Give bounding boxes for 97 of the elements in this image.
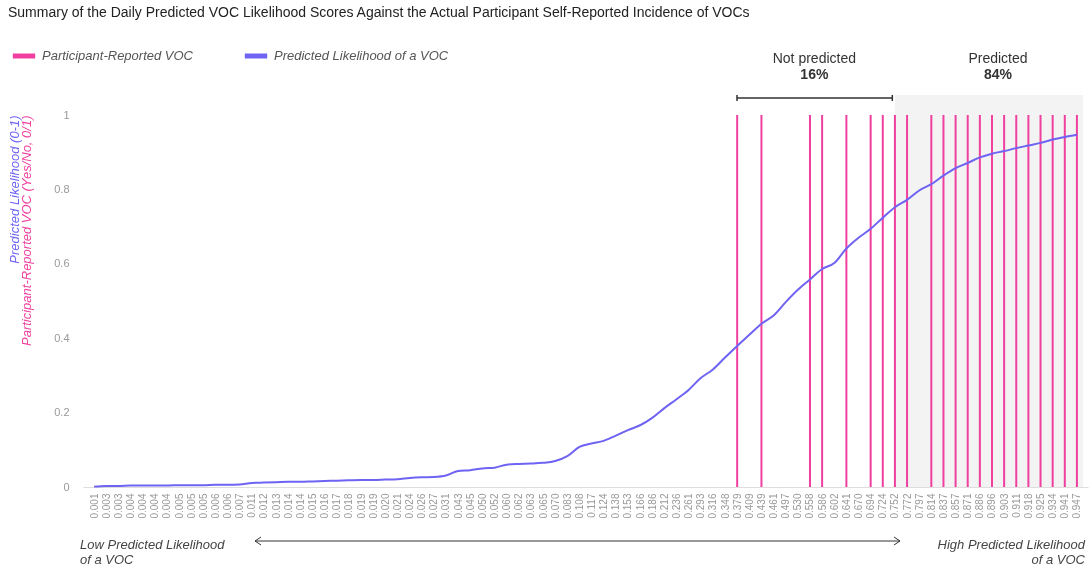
legend-label: Predicted Likelihood of a VOC (274, 48, 449, 63)
x-tick-label: 0.014 (282, 493, 294, 519)
y-tick-label: 0.8 (54, 182, 70, 195)
x-tick-label: 0.379 (731, 493, 743, 519)
x-tick-label: 0.772 (901, 493, 913, 519)
x-tick-label: 0.063 (525, 493, 537, 519)
x-tick-label: 0.138 (610, 493, 622, 519)
x-tick-label: 0.439 (755, 493, 767, 519)
x-tick-label: 0.166 (634, 493, 646, 519)
x-tick-label: 0.026 (416, 493, 428, 519)
x-tick-label: 0.005 (197, 493, 209, 519)
y-tick-label: 0.6 (54, 257, 70, 270)
x-tick-label: 0.065 (537, 493, 549, 519)
x-tick-label: 0.021 (391, 493, 403, 519)
x-tick-label: 0.857 (950, 493, 962, 519)
y-tick-label: 0.4 (54, 331, 70, 344)
x-tick-label: 0.497 (780, 493, 792, 519)
x-tick-label: 0.006 (209, 493, 221, 519)
x-tick-label: 0.014 (294, 493, 306, 519)
x-tick-label: 0.724 (877, 493, 889, 519)
x-tick-label: 0.896 (986, 493, 998, 519)
chart-title: Summary of the Daily Predicted VOC Likelihood Scores Against the Actual Participant Self-Reported Incidence of VOCs (8, 4, 750, 20)
x-tick-label: 0.108 (573, 493, 585, 519)
x-tick-label: 0.006 (222, 493, 234, 519)
x-tick-label: 0.017 (331, 493, 343, 519)
text: High Predicted Likelihood of a VOC (936, 537, 1085, 567)
x-tick-label: 0.004 (137, 493, 149, 519)
x-tick-label: 0.153 (622, 493, 634, 519)
line-series (93, 133, 1078, 488)
x-tick-label: 0.062 (513, 493, 525, 519)
x-tick-label: 0.013 (270, 493, 282, 519)
y-tick-label: 0 (63, 480, 70, 493)
x-tick-label: 0.027 (428, 493, 440, 519)
x-tick-label: 0.020 (379, 493, 391, 519)
x-tick-label: 0.124 (598, 493, 610, 519)
x-tick-label: 0.004 (124, 493, 136, 519)
x-tick-label: 0.004 (161, 493, 173, 519)
x-tick-label: 0.903 (998, 493, 1010, 519)
text: Low Predicted Likelihood of a VOC (80, 537, 226, 567)
x-tick-label: 0.641 (840, 493, 852, 519)
y-tick-label: 1 (63, 108, 70, 121)
x-tick-label: 0.070 (549, 493, 561, 519)
x-tick-label: 0.837 (937, 493, 949, 519)
x-tick-label: 0.316 (707, 493, 719, 519)
x-tick-label: 0.004 (149, 493, 161, 519)
legend-label: Participant-Reported VOC (42, 48, 194, 63)
x-tick-label: 0.947 (1071, 493, 1083, 519)
x-tick-label: 0.348 (719, 493, 731, 519)
x-tick-label: 0.019 (355, 493, 367, 519)
y-tick-label: 0.2 (54, 406, 70, 419)
x-tick-label: 0.797 (913, 493, 925, 519)
x-tick-label: 0.871 (962, 493, 974, 519)
y-axis-title: Predicted Likelihood (0-1) (6, 115, 22, 264)
x-tick-label: 0.602 (828, 493, 840, 519)
x-tick-label: 0.001 (88, 493, 100, 519)
x-tick-label: 0.052 (488, 493, 500, 519)
x-tick-label: 0.886 (974, 493, 986, 519)
x-tick-label: 0.670 (853, 493, 865, 519)
x-tick-label: 0.814 (925, 493, 937, 519)
x-tick-label: 0.018 (343, 493, 355, 519)
x-tick-label: 0.461 (768, 493, 780, 519)
x-tick-label: 0.934 (1047, 493, 1059, 519)
x-tick-label: 0.003 (112, 493, 124, 519)
text: 84% (983, 66, 1013, 82)
text: 16% (800, 66, 829, 82)
x-tick-label: 0.212 (658, 493, 670, 519)
x-tick-label: 0.031 (440, 493, 452, 519)
x-tick-label: 0.050 (476, 493, 488, 519)
x-tick-label: 0.016 (319, 493, 331, 519)
x-tick-label: 0.117 (586, 493, 598, 518)
x-tick-label: 0.083 (561, 493, 573, 519)
x-tick-label: 0.694 (865, 493, 877, 519)
x-tick-label: 0.012 (258, 493, 270, 519)
x-tick-label: 0.007 (234, 493, 246, 519)
x-tick-label: 0.045 (464, 493, 476, 519)
x-tick-label: 0.060 (501, 493, 513, 519)
x-tick-label: 0.558 (804, 493, 816, 519)
x-tick-label: 0.011 (246, 493, 258, 518)
x-tick-label: 0.586 (816, 493, 828, 519)
x-tick-label: 0.019 (367, 493, 379, 519)
x-tick-label: 0.918 (1022, 493, 1034, 519)
x-tick-label: 0.941 (1059, 493, 1071, 519)
x-tick-label: 0.409 (743, 493, 755, 519)
x-tick-label: 0.530 (792, 493, 804, 519)
x-tick-label: 0.043 (452, 493, 464, 519)
x-tick-label: 0.925 (1035, 493, 1047, 519)
x-tick-label: 0.911 (1010, 493, 1022, 518)
x-tick-label: 0.261 (683, 493, 695, 519)
x-tick-label: 0.015 (306, 493, 318, 519)
x-tick-label: 0.005 (173, 493, 185, 519)
x-tick-label: 0.005 (185, 493, 197, 519)
x-tick-label: 0.293 (695, 493, 707, 519)
x-tick-label: 0.752 (889, 493, 901, 519)
x-tick-label: 0.236 (671, 493, 683, 519)
x-tick-label: 0.186 (646, 493, 658, 519)
x-tick-label: 0.003 (100, 493, 112, 519)
x-tick-label: 0.024 (404, 493, 416, 519)
